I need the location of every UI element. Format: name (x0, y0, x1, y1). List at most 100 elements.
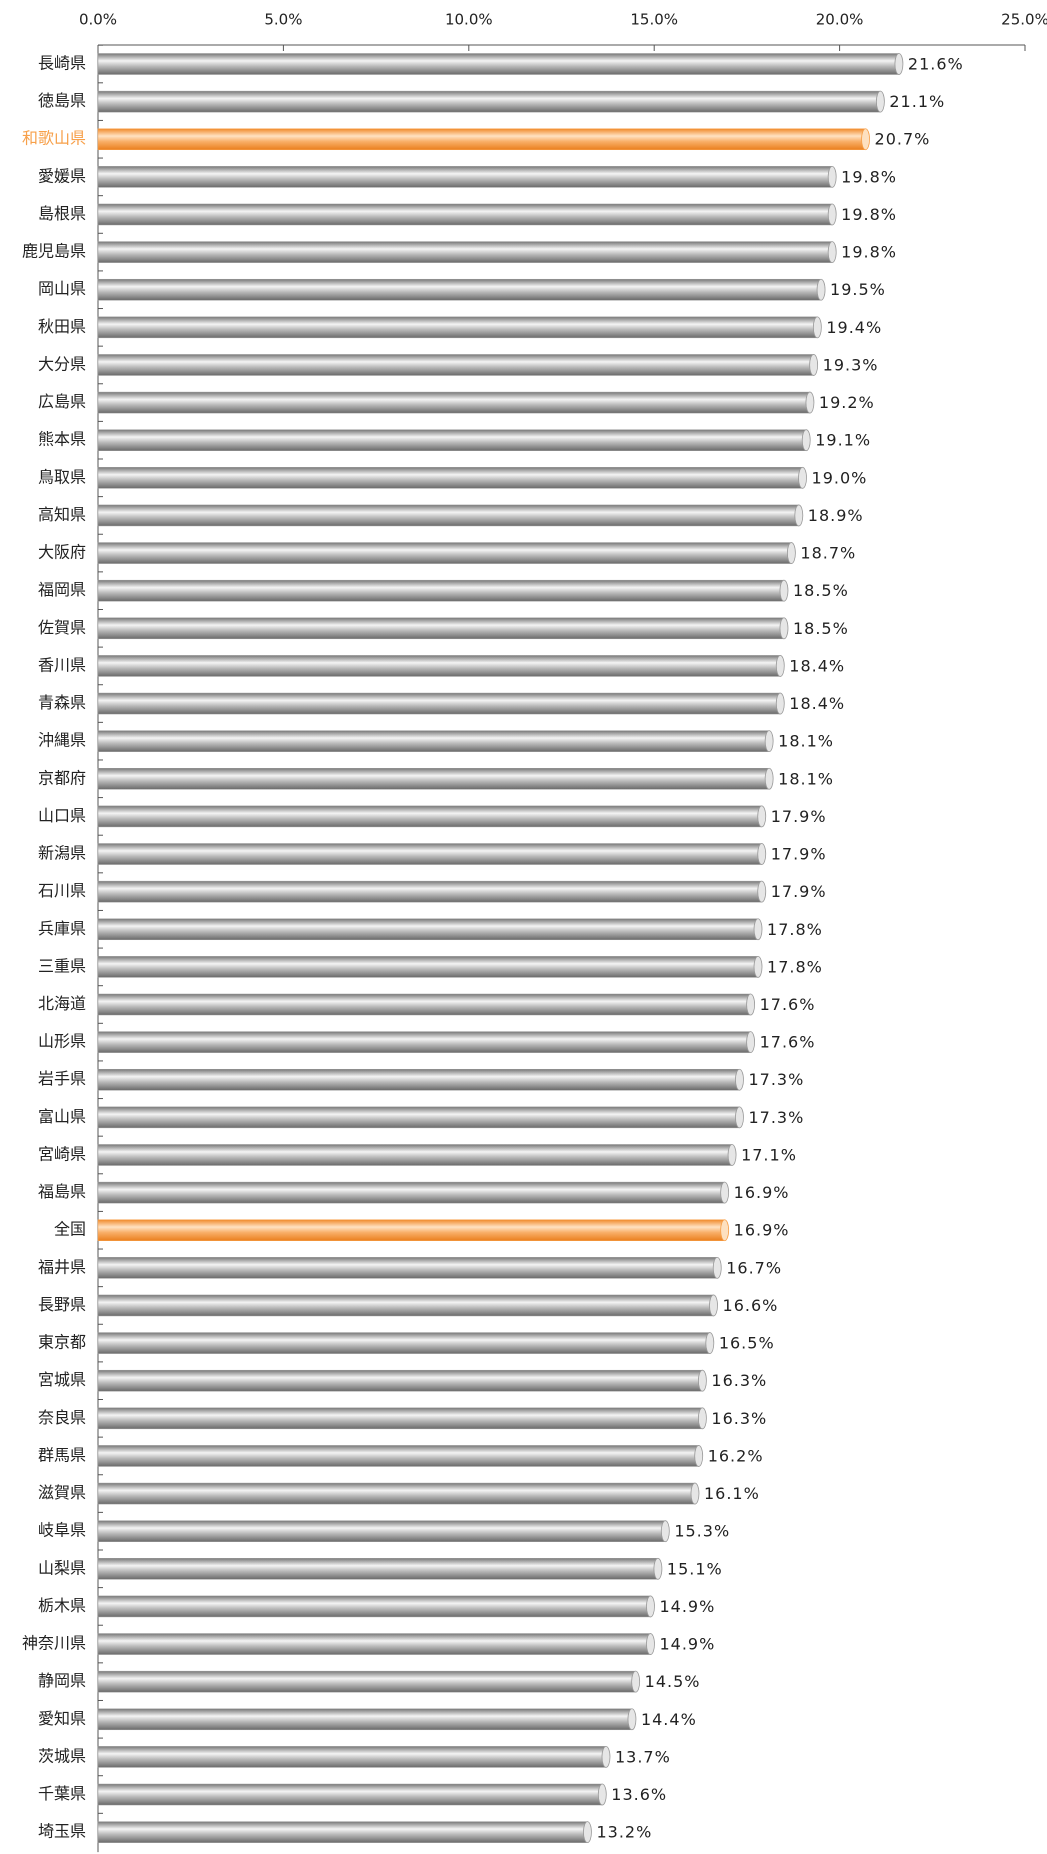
bar-cap (827, 203, 837, 226)
value-label: 19.8% (841, 167, 897, 186)
bar (97, 1633, 651, 1655)
bar (97, 692, 781, 715)
category-label: 京都府 (38, 768, 86, 787)
category-label: 石川県 (38, 881, 86, 900)
bar (97, 1294, 714, 1317)
bar-cap (646, 1633, 655, 1655)
bar-cap (735, 1106, 744, 1129)
value-label: 16.1% (704, 1484, 760, 1503)
bar-cap (753, 955, 763, 978)
bar (97, 90, 881, 113)
bar-cap (694, 1445, 704, 1467)
value-label: 14.4% (641, 1710, 697, 1729)
bar (97, 768, 770, 790)
category-label: 香川県 (38, 655, 86, 674)
bar (97, 128, 866, 150)
category-label: 宮崎県 (38, 1144, 86, 1163)
bar (97, 918, 759, 941)
bar-cap (894, 53, 904, 75)
category-label: 長崎県 (38, 54, 86, 73)
bar-cap (720, 1181, 730, 1204)
bar-cap (827, 241, 837, 264)
bar-cap (827, 165, 837, 188)
value-label: 19.2% (819, 393, 875, 412)
x-tick-label: 0.0% (79, 11, 117, 29)
category-label: 山口県 (38, 806, 86, 825)
bar (97, 1821, 588, 1843)
bar-cap (698, 1369, 707, 1392)
value-label: 18.7% (800, 544, 856, 563)
bar (97, 1332, 711, 1354)
bar (97, 354, 814, 376)
value-label: 19.4% (826, 318, 882, 337)
value-label: 18.4% (789, 694, 845, 713)
category-label: 兵庫県 (38, 919, 86, 938)
value-label: 17.1% (741, 1145, 797, 1164)
bar (97, 1106, 740, 1129)
bar (97, 241, 833, 263)
value-label: 16.5% (719, 1334, 775, 1353)
value-label: 17.9% (771, 807, 827, 826)
bar-cap (812, 316, 822, 339)
bar (97, 391, 811, 414)
value-label: 15.1% (667, 1559, 723, 1578)
bar-cap (786, 542, 796, 564)
bar-cap (816, 278, 826, 301)
bar (97, 1708, 633, 1731)
category-label: 静岡県 (38, 1671, 86, 1690)
bar-cap (753, 918, 763, 941)
bar (97, 1031, 751, 1053)
value-label: 16.9% (734, 1183, 790, 1202)
category-label: 岩手県 (38, 1069, 86, 1088)
value-label: 16.6% (723, 1296, 779, 1315)
category-label: 沖縄県 (38, 731, 86, 750)
value-label: 18.5% (793, 581, 849, 600)
category-label: 鹿児島県 (22, 242, 86, 261)
value-label: 18.1% (778, 732, 834, 751)
category-label: 奈良県 (38, 1408, 86, 1427)
bar (97, 1783, 603, 1806)
bar (97, 956, 759, 978)
value-label: 17.6% (760, 995, 816, 1014)
bar (97, 1445, 699, 1467)
bar (97, 880, 762, 903)
value-label: 18.9% (808, 506, 864, 525)
bar-cap (779, 617, 789, 640)
bar (97, 843, 762, 865)
bar (97, 316, 818, 339)
category-label: 茨城県 (38, 1746, 86, 1765)
value-label: 18.4% (789, 656, 845, 675)
category-label: 滋賀県 (38, 1483, 86, 1502)
bar-cap (861, 128, 870, 151)
bar-cap (794, 504, 804, 527)
bar-cap (709, 1294, 718, 1317)
category-label: 千葉県 (38, 1784, 86, 1803)
bar-cap (712, 1256, 722, 1279)
value-label: 18.5% (793, 619, 849, 638)
value-label: 17.9% (771, 845, 827, 864)
bar-cap (646, 1595, 655, 1618)
bar-cap (631, 1670, 641, 1693)
value-label: 17.3% (748, 1070, 804, 1089)
bar (97, 730, 770, 752)
bar-cap (601, 1746, 611, 1768)
value-label: 16.7% (726, 1258, 782, 1277)
category-label: 高知県 (38, 505, 86, 524)
bar (97, 1595, 651, 1618)
value-label: 19.1% (815, 431, 871, 450)
category-label: 全国 (54, 1220, 86, 1239)
bar-cap (660, 1520, 670, 1543)
value-label: 17.8% (767, 957, 823, 976)
bar-cap (757, 805, 767, 828)
value-label: 19.5% (830, 280, 886, 299)
category-label: 徳島県 (38, 91, 86, 110)
value-label: 17.8% (767, 920, 823, 939)
bar-cap (597, 1783, 607, 1806)
category-label: 秋田県 (38, 317, 86, 336)
value-label: 16.3% (711, 1409, 767, 1428)
bar-cap (690, 1482, 700, 1505)
value-label: 13.6% (611, 1785, 667, 1804)
category-label: 北海道 (38, 994, 86, 1013)
x-tick-label: 20.0% (816, 11, 864, 29)
